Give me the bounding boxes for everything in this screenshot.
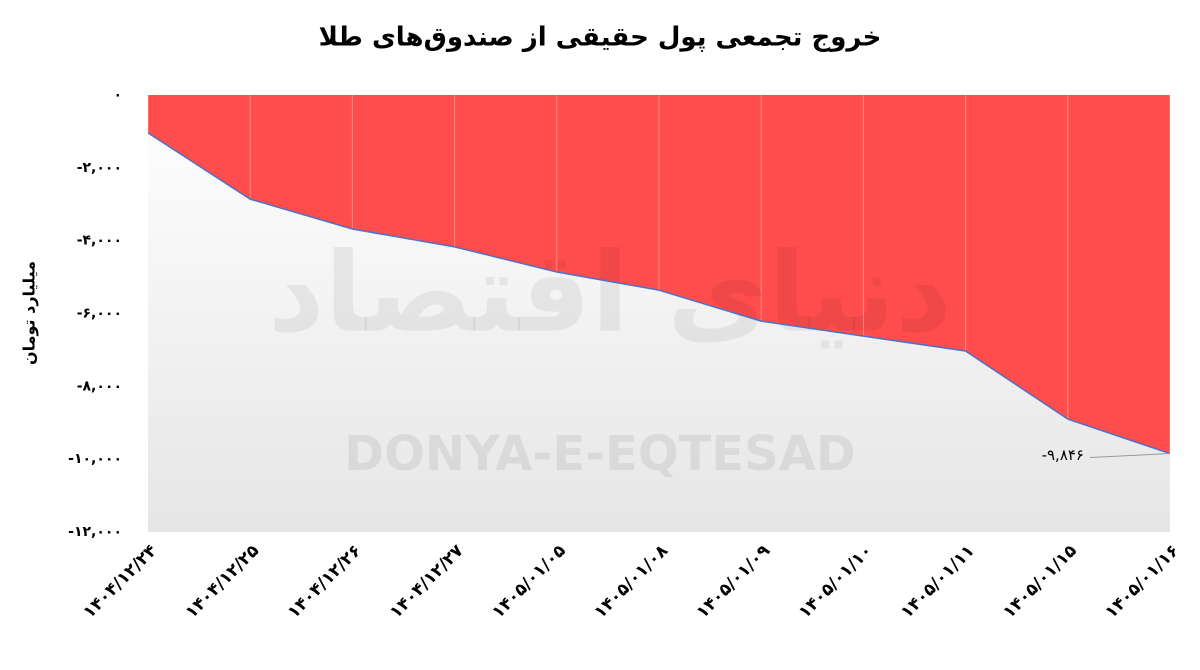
data-label: -۹,۸۴۶ [1042,446,1084,464]
x-tick-label: ۱۴۰۵/۰۱/۱۱ [897,541,979,623]
y-tick-label: -۱۲,۰۰۰ [68,524,122,540]
label-leader [1089,453,1171,459]
x-tick-label: ۱۴۰۵/۰۱/۱۵ [999,541,1081,623]
x-tick-label: ۱۴۰۵/۰۱/۰۵ [488,541,570,623]
y-tick-label: -۱۰,۰۰۰ [68,451,122,467]
watermark: DONYA-E-EQTESAD [344,426,855,482]
y-tick-label: -۸,۰۰۰ [77,378,122,394]
x-tick-label: ۱۴۰۴/۱۲/۲۶ [284,541,366,623]
x-tick-label: ۱۴۰۴/۱۲/۲۵ [182,541,264,623]
chart-title: خروج تجمعی پول حقیقی از صندوق‌های طلا [319,23,882,53]
x-tick-label: ۱۴۰۵/۰۱/۱۶ [1101,541,1183,623]
watermark-logo: دنیای اقتصاد [268,228,952,356]
x-tick-label: ۱۴۰۵/۰۱/۰۹ [693,540,775,622]
x-tick-label: ۱۴۰۴/۱۲/۲۷ [386,540,468,622]
area [148,95,1170,454]
x-tick-label: ۱۴۰۴/۱۲/۲۴ [79,541,161,623]
x-tick-label: ۱۴۰۵/۰۱/۱۰ [795,541,877,623]
line [147,132,1171,455]
y-tick-label: -۶,۰۰۰ [77,306,122,322]
y-tick-label: -۴,۰۰۰ [77,233,122,249]
y-tick-label: -۲,۰۰۰ [77,160,122,176]
y-tick-label: ۰ [113,87,122,103]
y-axis-label: میلیارد تومان [20,261,39,365]
x-tick-label: ۱۴۰۵/۰۱/۰۸ [590,540,672,622]
